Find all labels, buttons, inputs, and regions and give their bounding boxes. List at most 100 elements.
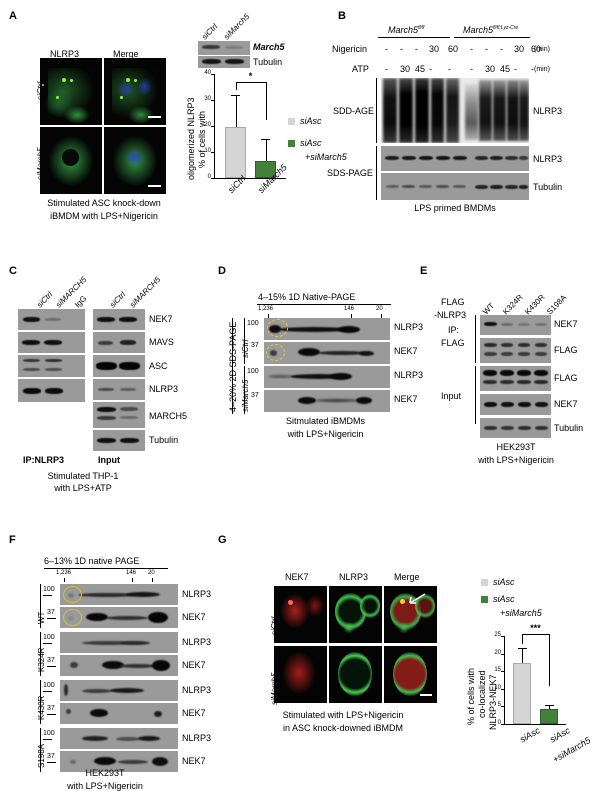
panelE-blot-input-nek7 bbox=[480, 394, 551, 415]
panelB-atp-value-8: - bbox=[514, 64, 517, 74]
panelB-caption: LPS primed BMDMs bbox=[414, 203, 496, 213]
panelE-group-ip: IP: bbox=[448, 325, 460, 335]
panelG-y-axis bbox=[504, 636, 505, 724]
panelF-marker-1236: 1,236 bbox=[56, 570, 72, 576]
panelF-right-label-7: NEK7 bbox=[182, 756, 206, 766]
panelC-caption-line2: with LPS+ATP bbox=[54, 483, 112, 493]
panelA-image-merge-sictrl bbox=[104, 58, 166, 125]
panelD-marker-tick-3 bbox=[381, 314, 382, 318]
panelC-blot-input-tubulin bbox=[93, 430, 145, 451]
panelB-blot-tubulin bbox=[381, 173, 529, 200]
panelE-group-input: Input bbox=[441, 391, 462, 401]
panelF-highlight-circle-2 bbox=[63, 609, 82, 626]
panelA-sig-line bbox=[235, 82, 266, 83]
panelC-blot-input-march5 bbox=[93, 402, 145, 428]
panelF-group-rule-2 bbox=[40, 680, 41, 724]
panelB-atp-unit: (min) bbox=[534, 66, 550, 73]
panelF-mw-tick-2 bbox=[43, 643, 52, 644]
panelG-ylabel-line3: NLRP3-NEK7 bbox=[488, 674, 498, 730]
panelB-right-label-nlrp3-1: NLRP3 bbox=[533, 106, 563, 116]
panel-letter-f: F bbox=[9, 534, 16, 546]
panelF-blot-2-0 bbox=[60, 680, 178, 701]
panelB-atp-value-4: - bbox=[448, 64, 451, 74]
panelG-caption-line1: Stimulated with LPS+Nigericin bbox=[282, 710, 404, 720]
panelG-errorbar-stem-1 bbox=[549, 704, 550, 709]
panelB-genotype-2: March5fl/fl;Lyz-Cre bbox=[463, 25, 518, 35]
panelC-blot-ip-mavs bbox=[18, 332, 85, 353]
panelB-nigericin-value-0: - bbox=[385, 44, 388, 54]
panelC-blot-ip-nlrp3 bbox=[18, 379, 85, 402]
panelA-caption-line1: Stimulated ASC knock-down bbox=[47, 198, 161, 208]
panelD-mw-37-2: 37 bbox=[251, 392, 259, 399]
panelF-mw-tick-3 bbox=[47, 666, 56, 667]
panelA-ticklabel-20: 20 bbox=[204, 122, 211, 128]
panelC-lane-ip-sictrl: siCtrl bbox=[35, 290, 55, 310]
panelG-ticklabel-10: 10 bbox=[494, 684, 501, 691]
panelA-sig-drop-0 bbox=[235, 82, 237, 90]
panelD-marker-tick-1 bbox=[268, 314, 269, 318]
panelD-top-label: 4–15% 1D Native-PAGE bbox=[258, 292, 356, 302]
panelA-tick-20 bbox=[211, 126, 214, 127]
panelE-right-flag-2: FLAG bbox=[554, 373, 578, 383]
panelG-image-nlrp3-sictrl bbox=[329, 586, 382, 643]
panelF-right-label-1: NEK7 bbox=[182, 612, 206, 622]
panelB-nigericin-value-9: 60 bbox=[531, 44, 542, 54]
panelA-caption-line2: iBMDM with LPS+Nigericin bbox=[50, 211, 158, 221]
panelF-group-label-s198a: S198A bbox=[37, 743, 46, 768]
panelG-ylabel-line1: % of cells with bbox=[466, 667, 476, 725]
panelG-sig-line bbox=[522, 634, 549, 635]
panelF-mw-1: 37 bbox=[47, 609, 55, 616]
panelF-marker-146: 146 bbox=[126, 570, 137, 576]
panelE-lane-k430r: K430R bbox=[523, 292, 547, 317]
panelA-mini-lane-simarch5: siMarch5 bbox=[222, 12, 252, 42]
panelB-nigericin-value-8: 30 bbox=[514, 44, 525, 54]
panelB-atp-value-3: - bbox=[429, 64, 432, 74]
panelA-errorbar-stem-1 bbox=[265, 139, 267, 162]
panelB-row-label-nigericin: Nigericin bbox=[332, 44, 368, 54]
panelA-scalebar-2 bbox=[148, 185, 161, 187]
panelG-sig-drop-0 bbox=[522, 634, 523, 644]
panelG-tick-0 bbox=[501, 724, 504, 725]
panelA-errorbar-cap-1 bbox=[261, 139, 270, 140]
panelF-right-label-5: NEK7 bbox=[182, 708, 206, 718]
panelG-tick-20 bbox=[501, 653, 504, 655]
panelE-right-nek7-2: NEK7 bbox=[554, 399, 578, 409]
panelF-group-label-k430r: K430R bbox=[37, 695, 46, 720]
panelC-right-label-mavs: MAVS bbox=[149, 337, 174, 347]
panelD-mw-37-1: 37 bbox=[251, 342, 259, 349]
panelA-sig-stars: * bbox=[248, 71, 253, 81]
panelC-blot-input-nlrp3 bbox=[93, 379, 145, 400]
panelG-bar-siasc-simarch5 bbox=[540, 708, 558, 724]
panelA-ylabel-line2: oligomerized NLRP3 bbox=[186, 97, 196, 180]
panelF-mw-tick-7 bbox=[47, 762, 56, 763]
panelG-ticklabel-5: 5 bbox=[497, 702, 501, 709]
panelF-marker-20: 20 bbox=[148, 570, 155, 576]
panel-letter-a: A bbox=[9, 10, 17, 22]
panelE-blot-input-flag bbox=[480, 366, 551, 391]
panelE-blot-input-tubulin bbox=[480, 418, 551, 438]
panelD-mw-100-1: 100 bbox=[247, 320, 259, 327]
panelA-tick-0 bbox=[211, 178, 214, 179]
panelG-sig-stars: *** bbox=[530, 623, 541, 633]
panelG-errorbar-stem-0 bbox=[522, 648, 523, 664]
panelA-legend-label-siasc: siAsc bbox=[300, 116, 322, 126]
panel-letter-b: B bbox=[338, 10, 346, 22]
panelF-blot-3-0 bbox=[60, 728, 178, 749]
panelA-col-header-merge: Merge bbox=[113, 49, 139, 59]
panelF-mw-6: 100 bbox=[43, 730, 55, 737]
panelA-tick-40 bbox=[211, 74, 214, 75]
panelE-construct-line2: -NLRP3 bbox=[434, 310, 467, 320]
panelD-blot-nlrp3-simarch5 bbox=[264, 366, 390, 388]
panelD-top-rule bbox=[257, 304, 391, 305]
panelE-right-tubulin: Tubulin bbox=[554, 423, 584, 433]
panelC-group-label-input: Input bbox=[98, 455, 120, 465]
panelD-right-label-nek7-2: NEK7 bbox=[394, 394, 418, 404]
panelE-construct-line1: FLAG bbox=[441, 297, 465, 307]
panelF-mw-tick-5 bbox=[47, 714, 56, 715]
panelA-image-nlrp3-simarch5 bbox=[40, 127, 102, 194]
panelA-chart: 0 10 20 30 40 * bbox=[196, 70, 306, 194]
panelG-bar-siasc bbox=[513, 663, 531, 724]
panelF-marker-tick-2 bbox=[132, 578, 133, 582]
panelE-right-flag-1: FLAG bbox=[554, 345, 578, 355]
panelG-legend-label-siasc2: siAsc bbox=[493, 594, 515, 604]
